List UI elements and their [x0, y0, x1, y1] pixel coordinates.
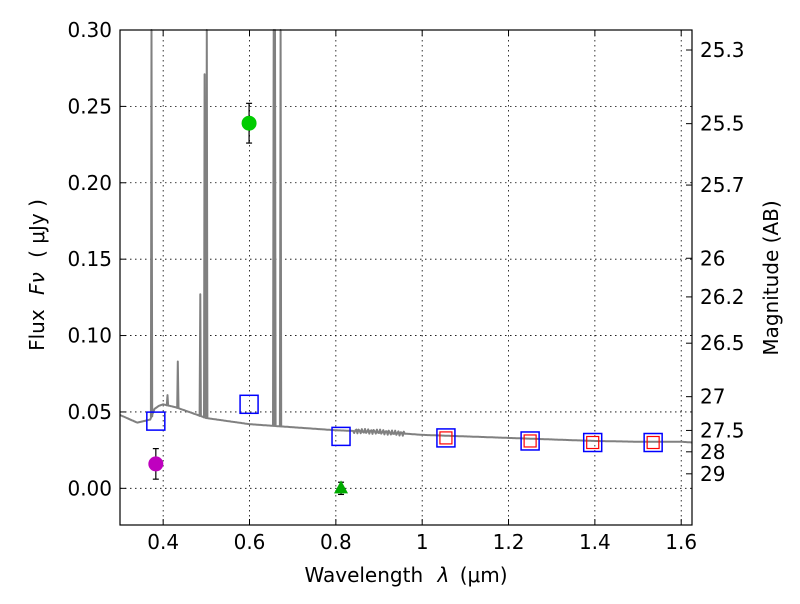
right-axis-title: Magnitude (AB) [759, 200, 783, 355]
right-tick-label: 27 [700, 385, 725, 409]
y-tick-label: 0.30 [67, 18, 112, 42]
upper-limit-marker [334, 480, 349, 494]
y-tick-label: 0.25 [67, 94, 112, 118]
model-photometry-marker [146, 411, 166, 431]
model-photometry-marker [331, 426, 351, 447]
right-tick-label: 26.2 [700, 285, 745, 309]
right-tick-label: 26.5 [700, 331, 745, 355]
x-tick-label: 0.4 [147, 530, 179, 554]
model-photometry-marker [436, 428, 456, 448]
y-tick-label: 0.15 [67, 247, 112, 271]
right-tick-label: 25.7 [700, 173, 745, 197]
plot-frame [119, 29, 693, 526]
photometry-points [146, 102, 663, 496]
right-tick-label: 29 [700, 462, 725, 486]
x-tick-label: 1.4 [579, 530, 611, 554]
y-tick-label: 0.05 [67, 400, 112, 424]
y-tick-label: 0.00 [67, 476, 112, 500]
observed-photometry-marker [646, 435, 660, 450]
right-tick-label: 28 [700, 440, 725, 464]
observed-photometry-marker [586, 435, 600, 450]
model-photometry-marker [520, 431, 540, 451]
x-tick-label: 1 [416, 530, 429, 554]
y-tick-label: 0.10 [67, 324, 112, 348]
model-spectrum [119, 29, 693, 444]
observed-photometry-marker [439, 431, 453, 445]
detection-marker [241, 115, 257, 131]
right-tick-label: 27.5 [700, 418, 745, 442]
x-tick-label: 1.2 [493, 530, 525, 554]
detection-marker [148, 456, 164, 472]
x-axis-title: Wavelength λ (μm) [304, 563, 507, 587]
y-tick-label: 0.20 [67, 171, 112, 195]
observed-photometry-marker [523, 434, 537, 448]
model-spectrum-line [119, 29, 693, 444]
right-tick-label: 25.5 [700, 112, 745, 136]
x-tick-label: 0.6 [234, 530, 266, 554]
right-tick-label: 26 [700, 246, 725, 270]
y-axis-title: Flux Fν ( μJy ) [25, 199, 49, 351]
axis-ticks: 0.4 0.6 0.8 1 1.2 1.4 1.6 0.00 0.05 0.10 0.15 0.20 0… [67, 18, 744, 554]
x-tick-label: 1.6 [665, 530, 697, 554]
right-tick-label: 25.3 [700, 38, 745, 62]
model-photometry-marker [582, 432, 603, 453]
model-photometry-marker [643, 432, 663, 453]
x-tick-label: 0.8 [320, 530, 352, 554]
model-photometry-marker [239, 394, 259, 415]
